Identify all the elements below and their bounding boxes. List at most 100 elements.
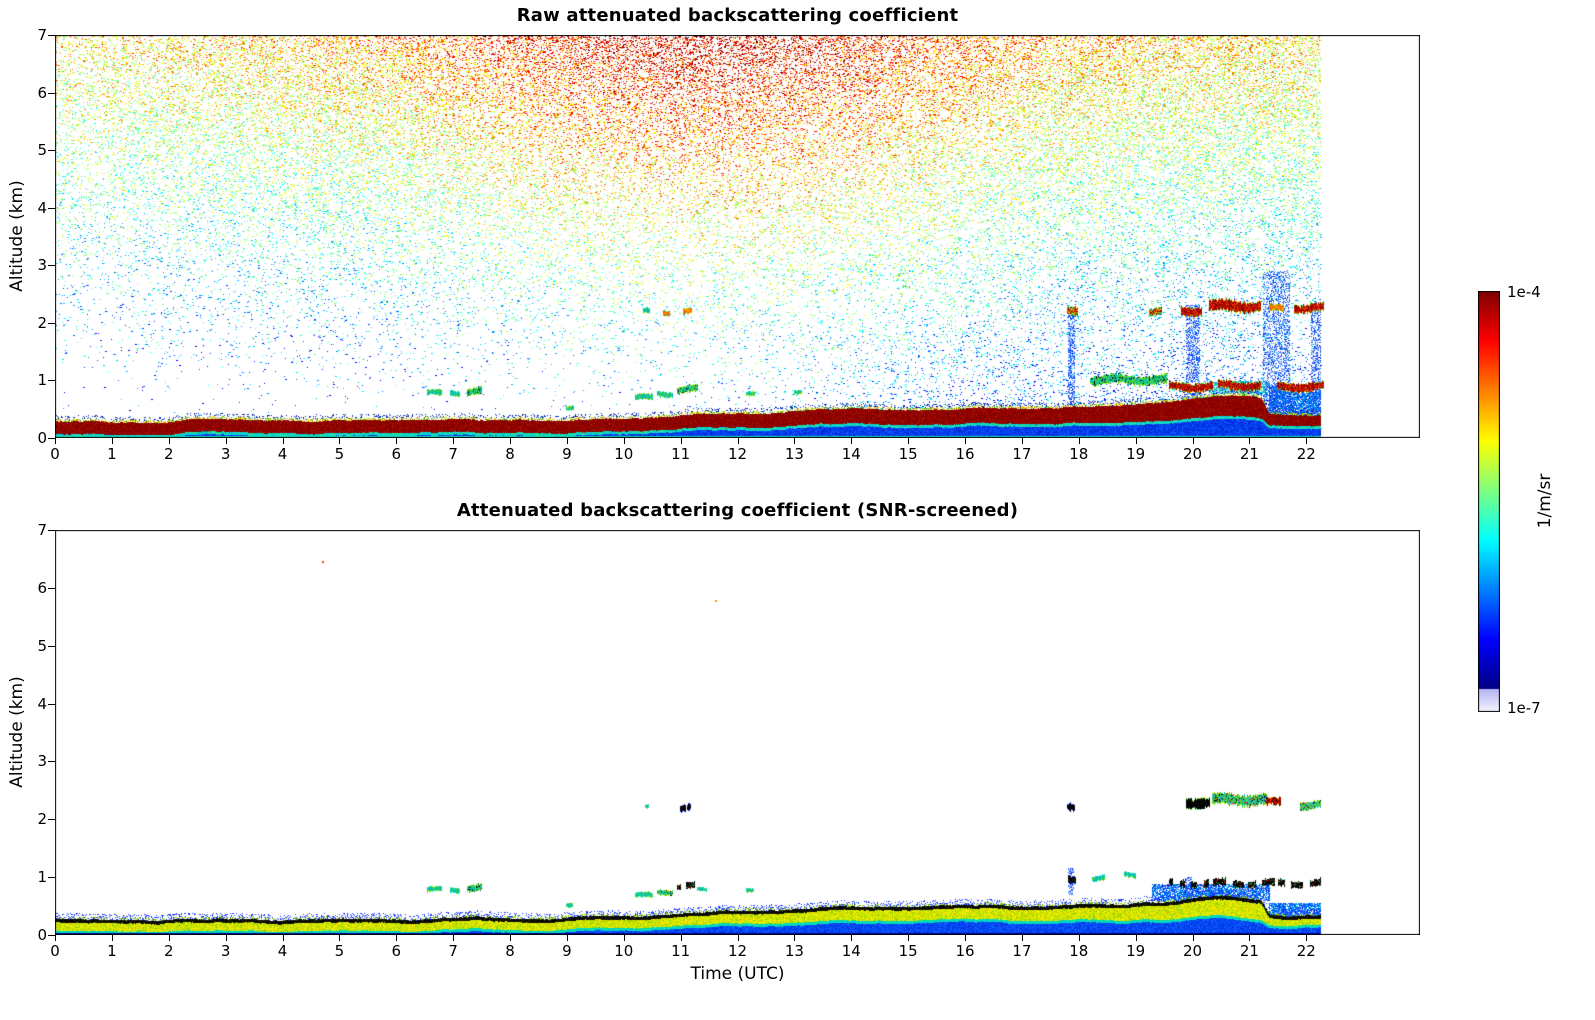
raw-chart-title: Raw attenuated backscattering coefficien…: [516, 5, 959, 26]
x-tick-mark: [225, 935, 227, 941]
x-tick-mark: [282, 935, 284, 941]
x-tick-mark: [908, 438, 910, 444]
x-tick-mark: [1021, 935, 1023, 941]
x-tick-mark: [1249, 935, 1251, 941]
x-tick-label: 17: [1012, 942, 1032, 960]
x-tick-label: 2: [163, 942, 174, 960]
x-tick-mark: [623, 935, 625, 941]
screened-chart-title: Attenuated backscattering coefficient (S…: [456, 500, 1019, 521]
x-tick-label: 16: [955, 942, 975, 960]
x-tick-label: 3: [220, 942, 231, 960]
x-tick-mark: [111, 935, 113, 941]
x-tick-mark: [339, 935, 341, 941]
y-tick-mark: [48, 530, 55, 531]
x-tick-mark: [453, 935, 455, 941]
y-tick-label: 1: [37, 371, 47, 390]
x-tick-label: 12: [727, 445, 748, 463]
x-tick-label: 8: [505, 445, 515, 463]
x-tick-label: 20: [1182, 942, 1203, 960]
x-tick-label: 9: [562, 445, 572, 463]
y-tick-label: 7: [37, 26, 47, 44]
x-tick-mark: [1078, 935, 1080, 941]
x-tick-mark: [453, 438, 455, 444]
x-tick-mark: [396, 935, 398, 941]
y-tick-mark: [48, 265, 55, 267]
x-tick-label: 11: [671, 942, 691, 960]
x-tick-mark: [566, 935, 568, 941]
y-tick-label: 2: [37, 810, 47, 829]
x-tick-label: 4: [277, 942, 288, 960]
x-tick-label: 20: [1182, 445, 1203, 463]
x-tick-mark: [1021, 438, 1023, 444]
y-tick-mark: [48, 207, 55, 209]
x-tick-mark: [168, 438, 170, 444]
screened-chart-heatmap: [55, 530, 1420, 935]
x-tick-mark: [339, 438, 341, 444]
y-tick-mark: [48, 587, 55, 589]
y-tick-label: 4: [37, 198, 47, 217]
x-tick-mark: [851, 438, 853, 444]
y-tick-label: 4: [37, 694, 47, 713]
y-tick-mark: [48, 438, 55, 439]
x-tick-mark: [851, 935, 853, 941]
y-tick-mark: [48, 150, 55, 152]
x-tick-mark: [510, 438, 511, 444]
x-tick-mark: [510, 935, 511, 941]
x-tick-label: 15: [898, 445, 918, 463]
x-tick-mark: [680, 438, 682, 444]
y-tick-label: 5: [37, 141, 47, 160]
x-tick-label: 19: [1126, 942, 1146, 960]
x-tick-mark: [1078, 438, 1080, 444]
x-tick-label: 12: [727, 942, 748, 960]
x-tick-label: 13: [784, 445, 804, 463]
x-tick-label: 6: [391, 445, 402, 463]
x-tick-label: 4: [277, 445, 288, 463]
x-tick-mark: [737, 438, 739, 444]
x-tick-label: 15: [898, 942, 918, 960]
x-tick-label: 18: [1069, 942, 1089, 960]
x-tick-mark: [396, 438, 398, 444]
y-tick-mark: [48, 877, 55, 879]
x-tick-mark: [1306, 438, 1308, 444]
x-tick-label: 21: [1239, 445, 1259, 463]
x-axis-label: Time (UTC): [690, 964, 785, 984]
x-tick-label: 22: [1296, 445, 1316, 463]
x-tick-label: 17: [1012, 445, 1032, 463]
y-tick-label: 0: [37, 926, 47, 944]
x-tick-mark: [55, 935, 56, 941]
y-tick-label: 5: [37, 636, 47, 655]
y-tick-mark: [48, 819, 55, 821]
x-tick-mark: [111, 438, 113, 444]
x-tick-label: 18: [1069, 445, 1089, 463]
x-tick-label: 5: [334, 445, 345, 463]
x-tick-mark: [965, 935, 966, 941]
y-tick-mark: [48, 35, 55, 36]
x-tick-mark: [1192, 438, 1194, 444]
colorbar-max-label: 1e-4: [1507, 283, 1541, 301]
x-tick-mark: [1249, 438, 1251, 444]
x-tick-label: 6: [391, 942, 402, 960]
x-tick-label: 10: [614, 445, 634, 463]
x-tick-label: 1: [107, 942, 117, 960]
x-tick-mark: [1135, 438, 1137, 444]
y-tick-label: 1: [37, 868, 47, 887]
raw-chart-heatmap: [55, 35, 1420, 438]
x-tick-label: 9: [562, 942, 572, 960]
x-tick-mark: [566, 438, 568, 444]
y-tick-mark: [48, 380, 55, 382]
x-tick-label: 5: [334, 942, 345, 960]
y-tick-mark: [48, 703, 55, 705]
colorbar-min-label: 1e-7: [1507, 699, 1541, 717]
y-tick-label: 3: [37, 256, 47, 275]
x-tick-label: 2: [163, 445, 174, 463]
y-tick-mark: [48, 645, 55, 647]
x-tick-mark: [1192, 935, 1194, 941]
y-tick-mark: [48, 322, 55, 324]
y-tick-label: 0: [37, 429, 47, 447]
colorbar: [1478, 291, 1500, 712]
x-tick-label: 7: [448, 942, 458, 960]
y-tick-mark: [48, 92, 55, 94]
colorbar-units-label: 1/m/sr: [1535, 473, 1555, 529]
x-tick-label: 19: [1126, 445, 1146, 463]
